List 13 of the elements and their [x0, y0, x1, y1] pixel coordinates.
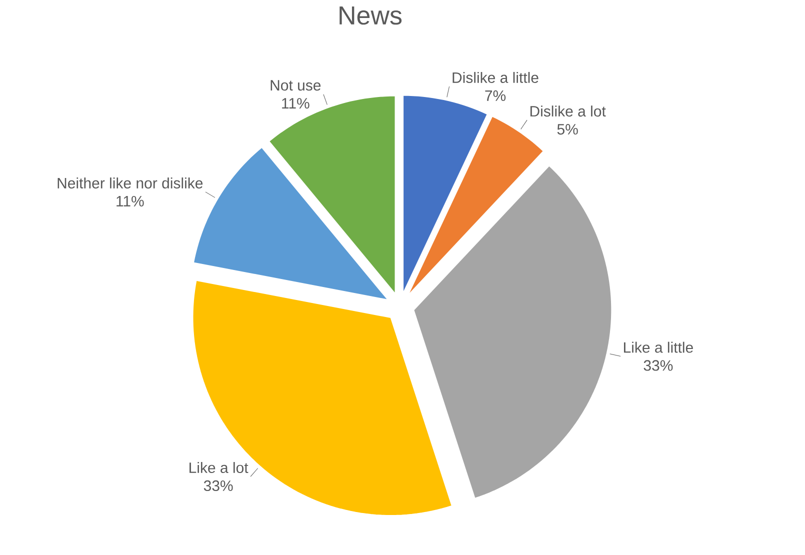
slice-label: Like a lot — [190, 462, 248, 474]
slice-label: Not use — [270, 80, 321, 91]
data-label: 33% — [204, 480, 233, 492]
slice-label: Neither like nor dislike — [58, 177, 203, 188]
slice-label: Dislike a little — [452, 72, 538, 83]
data-label: 11% — [282, 98, 310, 109]
data-label: 33% — [644, 360, 673, 371]
data-label: 11% — [116, 196, 144, 206]
chart-title: News — [340, 6, 402, 25]
slice-label: Dislike a lot — [530, 106, 606, 117]
slice-label: Like a little — [624, 342, 693, 353]
data-label: 5% — [557, 124, 578, 135]
data-label: 7% — [485, 90, 506, 101]
